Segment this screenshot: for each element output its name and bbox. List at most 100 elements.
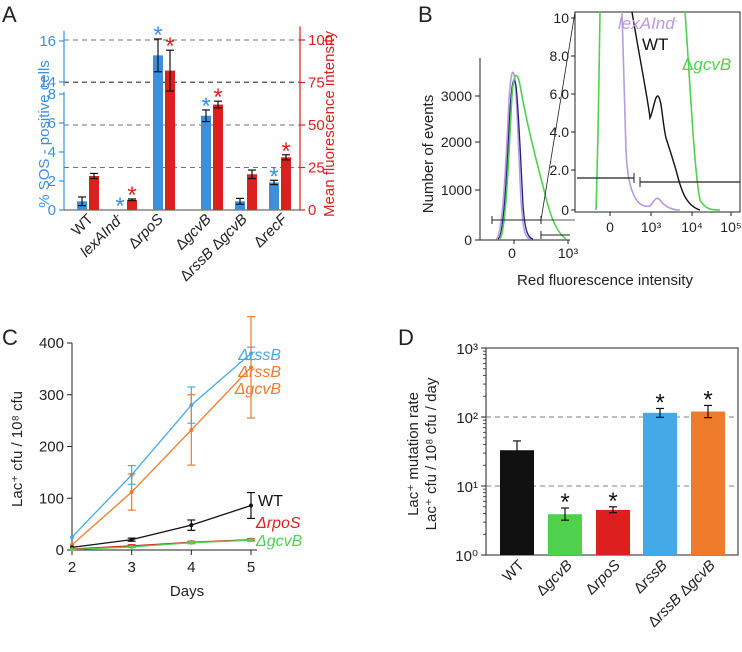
panel-b-inset-y-tick-label-5: 10 xyxy=(553,10,569,26)
panel-b-main-gcvb-curve xyxy=(499,74,567,240)
panel-c-point-2-1 xyxy=(129,537,134,542)
panel-b-y-tick-label-3: 3000 xyxy=(441,88,472,104)
panel-b-y-tick-label-1: 1000 xyxy=(441,182,472,198)
panel-a-left-tick-label-0: 0 xyxy=(48,202,56,219)
panel-label-c: C xyxy=(2,325,18,350)
panel-d-y-axis-label-2: Lac⁺ cfu / 10⁸ cfu / day xyxy=(423,377,440,530)
panel-a-right-tick-label-2: 50 xyxy=(308,117,325,134)
panel-label-b: B xyxy=(418,2,433,27)
panel-c-x-tick-label-2: 4 xyxy=(187,559,195,576)
panel-c-label-rssb-2: ΔrssB xyxy=(237,364,281,381)
panel-c-series-line-4 xyxy=(71,539,252,551)
panel-a-blue-bar-2 xyxy=(153,55,163,210)
panel-b-y-tick-label-0: 0 xyxy=(464,232,472,248)
panel-d-bar-2 xyxy=(596,509,630,555)
panel-c-series-line-0 xyxy=(71,352,252,538)
panel-b-inset-wt-curve xyxy=(631,11,701,211)
panel-a-blue-star-5: * xyxy=(269,163,278,190)
panel-b-y-axis-label: Number of events xyxy=(420,95,437,213)
panel-c-series-line-1 xyxy=(71,366,252,546)
panel-c-point-4-0 xyxy=(70,547,74,552)
panel-b-zoom-line-high xyxy=(540,11,576,221)
panel-a-red-star-3: * xyxy=(213,84,222,111)
panel-c-point-0-0 xyxy=(70,535,74,540)
panel-a-right-axis-label: Mean fluorescence intensity xyxy=(321,31,338,217)
panel-d-star-3: * xyxy=(655,389,664,416)
panel-c-y-tick-label-2: 200 xyxy=(39,439,64,456)
panel-c-point-4-3 xyxy=(249,538,253,543)
panel-c-x-axis-label: Days xyxy=(170,583,204,600)
panel-b-inset-y-tick-label-4: 8.0 xyxy=(550,48,570,64)
panel-d-chart: Lac⁺ mutation rate Lac⁺ cfu / 10⁸ cfu / … xyxy=(405,341,739,631)
panel-a-blue-bar-3 xyxy=(201,115,211,210)
panel-d-y-tick-label-0: 10⁰ xyxy=(455,548,478,565)
panel-d-y-tick-label-3: 10³ xyxy=(456,341,478,358)
panel-c-point-1-1 xyxy=(129,490,134,495)
panel-c-point-4-2 xyxy=(189,540,194,545)
panel-c-point-2-3 xyxy=(249,503,253,508)
panel-d-bar-1 xyxy=(548,514,582,555)
panel-label-d: D xyxy=(398,325,414,350)
panel-c-x-tick-label-0: 2 xyxy=(68,559,76,576)
panel-b-x-axis-label: Red fluorescence intensity xyxy=(517,272,693,289)
panel-c-chart: Lac⁺ cfu / 10⁸ cfu Days 0 100 200 300 400 2 3 4… xyxy=(9,316,303,600)
panel-a-axis-break-gap xyxy=(164,88,204,98)
panel-b-legend-gcvb: ΔgcvB xyxy=(682,55,731,74)
panel-label-a: A xyxy=(2,2,17,27)
panel-c-point-1-2 xyxy=(189,427,194,432)
panel-a-red-bar-1 xyxy=(127,199,137,210)
panel-b-main-lexaind-curve xyxy=(495,71,531,240)
panel-d-star-4: * xyxy=(703,386,712,413)
panel-c-point-4-1 xyxy=(129,544,134,549)
panel-d-category-label-2: ΔrpoS xyxy=(582,557,624,599)
panel-a-blue-bar-4 xyxy=(235,201,245,210)
panel-d-bar-0 xyxy=(500,450,534,555)
panel-c-y-tick-label-1: 100 xyxy=(39,490,64,507)
panel-c-x-tick-label-1: 3 xyxy=(127,559,135,576)
panel-a-left-tick-label-3: 6 xyxy=(48,115,56,132)
panel-c-y-tick-label-4: 400 xyxy=(39,335,64,352)
panel-d-category-label-1: ΔgcvB xyxy=(533,557,576,600)
panel-b-inset-y-tick-label-1: 2.0 xyxy=(550,162,570,178)
panel-d-bar-3 xyxy=(643,412,677,555)
panel-d-star-1: * xyxy=(560,489,569,516)
panel-b-chart: Number of events Red fluorescence intens… xyxy=(420,10,742,289)
panel-a-left-tick-label-4: 8 xyxy=(48,86,56,103)
panel-c-label-wt: WT xyxy=(258,493,283,510)
panel-a-blue-bar-5 xyxy=(269,182,279,210)
panel-b-inset-frame xyxy=(574,11,741,213)
panel-c-label-gcvb: ΔgcvB xyxy=(234,381,282,398)
panel-d-y-tick-label-1: 10¹ xyxy=(456,479,478,496)
panel-c-y-axis-label: Lac⁺ cfu / 10⁸ cfu xyxy=(9,391,26,507)
panel-d-category-label-3: ΔrssB xyxy=(631,557,671,597)
panel-b-inset-x-tick-label-0: 0 xyxy=(606,219,614,235)
panel-c-y-tick-label-0: 0 xyxy=(56,542,64,559)
panel-a-chart: % SOS - positive cells Mean fluorescence… xyxy=(36,22,338,285)
panel-a-left-tick-label-2: 4 xyxy=(48,144,56,161)
panel-a-blue-star-1: * xyxy=(115,193,124,220)
panel-a-left-tick-label-1: 2 xyxy=(48,173,56,190)
panel-b-inset-gcvb-left-curve xyxy=(595,11,601,211)
panel-a-right-tick-label-3: 75 xyxy=(308,75,325,92)
panel-a-red-bar-2 xyxy=(165,70,175,210)
panel-a-right-tick-label-4: 100 xyxy=(308,32,333,49)
panel-c-series-line-2 xyxy=(71,504,252,549)
panel-a-red-star-1: * xyxy=(127,182,136,209)
panel-d-category-label-0: WT xyxy=(499,557,528,586)
panel-a-red-bar-0 xyxy=(89,176,99,210)
panel-b-y-tick-label-2: 2000 xyxy=(441,134,472,150)
panel-d-bar-4 xyxy=(691,411,725,555)
panel-c-y-tick-label-3: 300 xyxy=(39,387,64,404)
panel-d-y-tick-label-2: 10² xyxy=(456,410,478,427)
panel-a-category-label-5: ΔrecF xyxy=(251,210,292,251)
panel-a-red-bar-4 xyxy=(247,174,257,210)
panel-a-red-bar-5 xyxy=(281,157,291,210)
panel-d-star-2: * xyxy=(608,488,617,515)
panel-b-x-tick-label-1: 10³ xyxy=(558,245,579,261)
panel-b-inset-y-tick-label-0: 0 xyxy=(561,202,569,218)
panel-b-main-wt-curve xyxy=(497,79,534,240)
panel-b-inset-x-tick-label-2: 10⁴ xyxy=(681,219,703,235)
panel-a-blue-star-3: * xyxy=(201,93,210,120)
panel-b-inset-y-tick-label-3: 6.0 xyxy=(550,86,570,102)
